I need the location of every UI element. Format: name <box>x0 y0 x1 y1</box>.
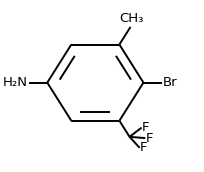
Text: F: F <box>146 132 153 145</box>
Text: CH₃: CH₃ <box>119 12 144 25</box>
Text: F: F <box>142 121 150 134</box>
Text: Br: Br <box>163 76 177 89</box>
Text: F: F <box>140 141 148 154</box>
Text: H₂N: H₂N <box>3 76 28 89</box>
